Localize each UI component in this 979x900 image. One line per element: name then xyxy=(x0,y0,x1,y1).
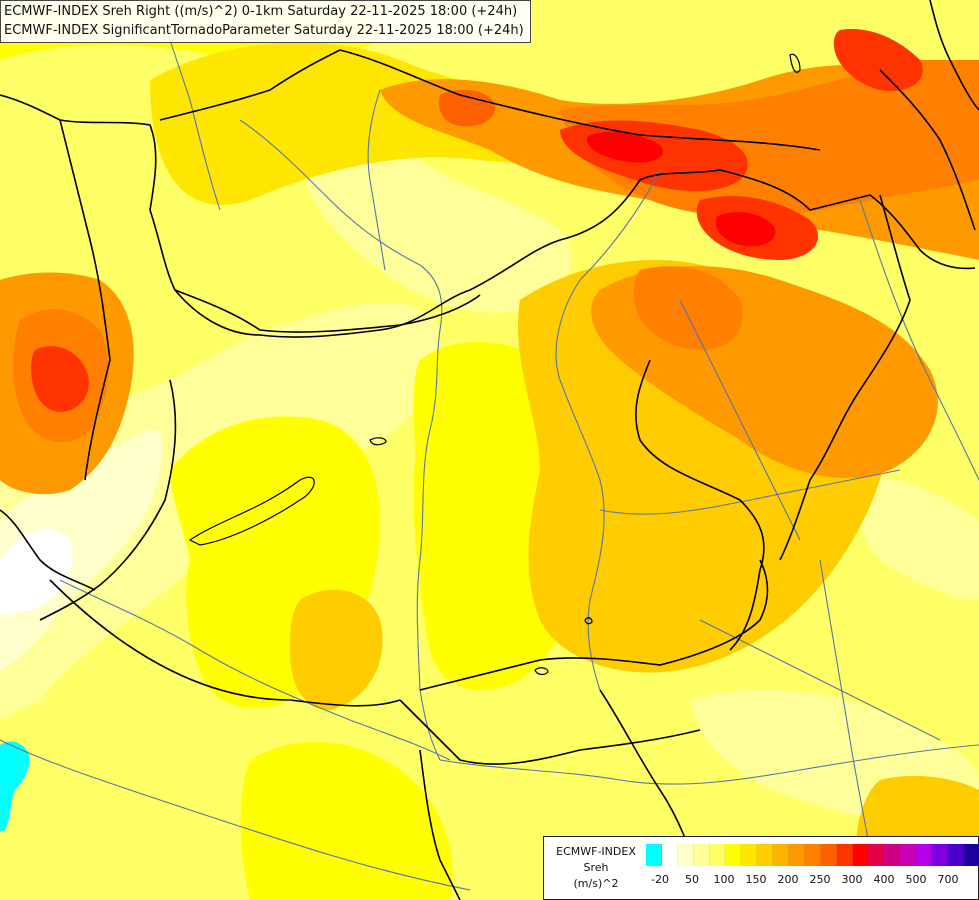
river-maros xyxy=(599,469,901,515)
legend-swatch xyxy=(852,844,869,866)
lake-balaton xyxy=(188,476,315,546)
legend-tick-label: 700 xyxy=(937,873,959,886)
field-deepred-core xyxy=(715,212,776,247)
border-pl-ua xyxy=(159,49,821,151)
lake-small-1 xyxy=(369,437,387,446)
legend-swatch xyxy=(693,844,710,866)
legend-swatch xyxy=(868,844,885,866)
field-gold-north xyxy=(150,42,620,205)
legend-swatch xyxy=(741,844,758,866)
field-red-far-ne xyxy=(833,29,923,91)
border-cz-sk-pl xyxy=(0,94,481,333)
border-ro-md xyxy=(779,194,911,561)
river-mures-east xyxy=(699,619,941,741)
legend-tick-label: 300 xyxy=(841,873,863,886)
legend-swatch xyxy=(916,844,933,866)
legend-swatch xyxy=(836,844,853,866)
legend-model-label: ECMWF-INDEX xyxy=(556,845,636,858)
legend-swatch xyxy=(900,844,917,866)
field-cyan-patch xyxy=(0,741,30,832)
field-yellow-south xyxy=(240,741,453,900)
border-ua-ro xyxy=(719,169,976,270)
border-east-outer xyxy=(929,0,979,111)
river-danube-lower xyxy=(439,744,979,785)
legend-tick-label: 100 xyxy=(713,873,735,886)
legend-tick-label: 400 xyxy=(873,873,895,886)
legend-tick-label: 250 xyxy=(809,873,831,886)
field-pale-ne xyxy=(856,478,979,600)
legend-colorbar xyxy=(646,844,979,866)
legend-tick-label: -20 xyxy=(651,873,669,886)
field-pale-upper xyxy=(300,131,573,313)
legend-swatch xyxy=(725,844,742,866)
legend-swatch xyxy=(932,844,948,866)
legend-swatch xyxy=(757,844,774,866)
lake-small-2 xyxy=(534,667,549,676)
river-danube xyxy=(239,119,443,761)
legend-swatch xyxy=(709,844,726,866)
field-red-nw xyxy=(439,89,496,127)
field-darkorange-east xyxy=(633,266,743,350)
legend-unit-label: (m/s)^2 xyxy=(573,877,619,890)
field-deepred-north xyxy=(586,131,664,163)
legend-tick-label: 200 xyxy=(777,873,799,886)
border-hu-rs xyxy=(399,699,701,765)
legend-tick-label: 500 xyxy=(905,873,927,886)
legend-swatch xyxy=(804,844,821,866)
lake-small-3 xyxy=(584,617,593,625)
border-ba-rs xyxy=(419,749,461,900)
river-vah xyxy=(367,89,386,271)
map-title-line-1: ECMWF-INDEX Sreh Right ((m/s)^2) 0-1km S… xyxy=(4,4,518,19)
legend-swatch xyxy=(947,844,964,866)
border-bosnia xyxy=(49,579,401,707)
color-legend: ECMWF-INDEX Sreh (m/s)^2 -20 50 100 150 200 2… xyxy=(543,836,979,900)
legend-swatch xyxy=(963,844,979,866)
border-hu-hr xyxy=(39,379,177,621)
river-sava xyxy=(0,739,471,891)
legend-swatch xyxy=(646,844,662,866)
legend-tick-label: 50 xyxy=(685,873,699,886)
legend-text-block: ECMWF-INDEX Sreh (m/s)^2 xyxy=(548,844,644,892)
border-sk-hu xyxy=(174,169,721,338)
legend-tick-label: 150 xyxy=(745,873,767,886)
border-ro-ua-north xyxy=(879,69,976,231)
legend-swatch xyxy=(789,844,805,866)
legend-parameter-label: Sreh xyxy=(583,861,609,874)
map-title-line-2: ECMWF-INDEX SignificantTornadoParameter … xyxy=(4,23,524,38)
river-tisza xyxy=(555,169,661,691)
border-hu-ro xyxy=(635,359,765,651)
legend-tick-labels: -20 50 100 150 200 250 300 400 500 700 xyxy=(646,873,970,889)
legend-swatch xyxy=(884,844,901,866)
legend-swatch xyxy=(677,844,694,866)
border-ro-bg xyxy=(419,559,769,691)
lakes xyxy=(188,53,801,676)
field-white-zone xyxy=(0,529,73,615)
river-drava xyxy=(59,579,451,761)
legend-swatch xyxy=(661,844,678,866)
river-east-arc xyxy=(679,299,801,541)
rivers xyxy=(0,9,979,900)
legend-swatch xyxy=(773,844,790,866)
river-prut xyxy=(859,199,979,481)
map-title-box: ECMWF-INDEX Sreh Right ((m/s)^2) 0-1km S… xyxy=(0,0,531,43)
field-red-west xyxy=(31,346,89,412)
lake-small-4 xyxy=(789,53,801,73)
legend-swatch xyxy=(820,844,837,866)
field-amber-west xyxy=(290,589,383,710)
border-slovenia xyxy=(0,509,96,591)
border-at-si xyxy=(59,119,111,481)
